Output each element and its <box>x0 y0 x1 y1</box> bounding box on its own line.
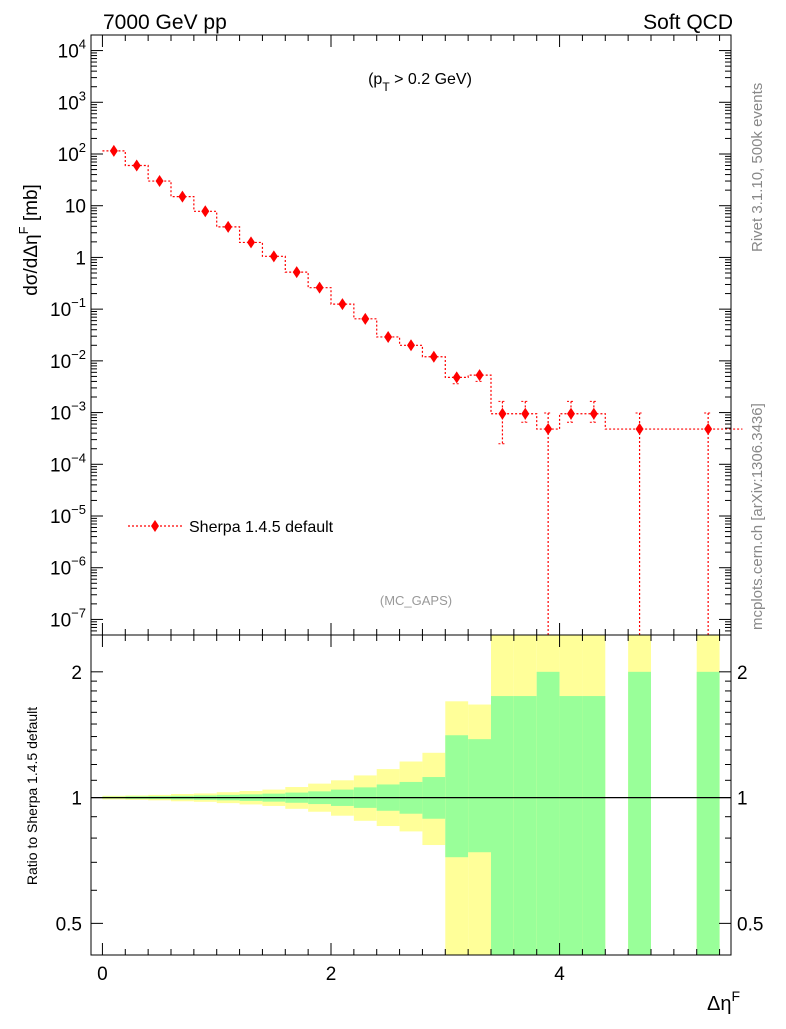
header-left: 7000 GeV pp <box>103 11 227 34</box>
y-tick-label: 103 <box>58 88 86 114</box>
main-panel-frame <box>90 34 732 636</box>
data-point <box>269 250 278 263</box>
data-point <box>132 159 141 172</box>
watermark: (MC_GAPS) <box>380 593 452 608</box>
y-tick-label: 1 <box>75 248 86 269</box>
ratio-y-axis: 0.5 0.5 1 1 2 2 <box>56 663 764 936</box>
data-point <box>521 407 530 420</box>
data-point <box>384 330 393 343</box>
y-tick-label: 102 <box>58 140 86 166</box>
side-label-bottom: mcplots.cern.ch [arXiv:1306.3436] <box>749 403 766 630</box>
data-point <box>452 371 461 384</box>
data-point <box>704 423 713 436</box>
ratio-band-inner <box>628 671 651 955</box>
ratio-band-inner <box>696 671 720 955</box>
ratio-band-inner <box>491 696 514 955</box>
data-point <box>292 266 301 279</box>
y-tick-label: 10−5 <box>50 502 86 528</box>
data-point <box>361 312 370 325</box>
ratio-panel-frame <box>90 634 732 956</box>
data-point <box>178 190 187 203</box>
legend-label: Sherpa 1.4.5 default <box>189 519 334 536</box>
ratio-y-tick-label: 0.5 <box>56 914 82 935</box>
ratio-band-inner <box>445 735 469 858</box>
ratio-y-tick-label-right: 1 <box>737 789 748 810</box>
x-axis: 0 2 4 <box>97 35 721 985</box>
legend: Sherpa 1.4.5 default <box>128 519 334 536</box>
y-tick-label: 10−1 <box>50 295 86 321</box>
data-point <box>155 175 164 188</box>
ratio-band-inner <box>513 696 537 955</box>
ratio-y-tick-label-right: 0.5 <box>737 914 763 935</box>
y-tick-label: 10−6 <box>50 554 86 580</box>
data-point <box>407 339 415 352</box>
ratio-band-inner <box>582 696 606 955</box>
data-point <box>338 298 347 311</box>
data-point <box>498 407 507 420</box>
side-label-top: Rivet 3.1.10, 500k events <box>749 83 766 252</box>
legend-marker <box>151 520 159 532</box>
xlabel: ΔηF <box>707 988 740 1015</box>
y-tick-label: 10−7 <box>50 605 86 631</box>
data-point <box>635 423 644 436</box>
ratio-bands <box>102 635 720 955</box>
y-tick-label: 10−2 <box>50 347 86 373</box>
ratio-y-tick-label: 2 <box>71 663 82 684</box>
main-series <box>102 144 743 635</box>
ratio-y-tick-label: 1 <box>71 789 82 810</box>
series-line <box>102 150 743 430</box>
data-point <box>475 369 484 382</box>
y-tick-label: 10−4 <box>50 450 86 476</box>
y-tick-label: 10 <box>65 197 86 218</box>
data-point <box>247 236 255 249</box>
data-point <box>567 407 575 420</box>
data-point <box>224 220 233 233</box>
ratio-band-inner <box>536 671 560 955</box>
x-tick-label: 4 <box>554 964 565 985</box>
data-point <box>315 281 324 294</box>
ratio-band-inner <box>468 739 491 853</box>
y-tick-label: 10−3 <box>50 399 86 425</box>
data-point <box>589 407 598 420</box>
ratio-ylabel: Ratio to Sherpa 1.4.5 default <box>24 707 40 885</box>
x-tick-label: 0 <box>97 964 108 985</box>
ratio-band-inner <box>559 696 583 955</box>
main-annotation: (pT > 0.2 GeV) <box>368 71 472 94</box>
data-point <box>544 423 553 436</box>
x-tick-label: 2 <box>326 964 337 985</box>
data-point <box>429 350 438 363</box>
y-tick-label: 104 <box>58 37 86 63</box>
main-ylabel: dσ/dΔηF [mb] <box>16 184 42 296</box>
data-point <box>201 205 210 218</box>
ratio-y-tick-label-right: 2 <box>737 663 748 684</box>
data-point <box>109 144 118 157</box>
header-right: Soft QCD <box>643 11 733 34</box>
